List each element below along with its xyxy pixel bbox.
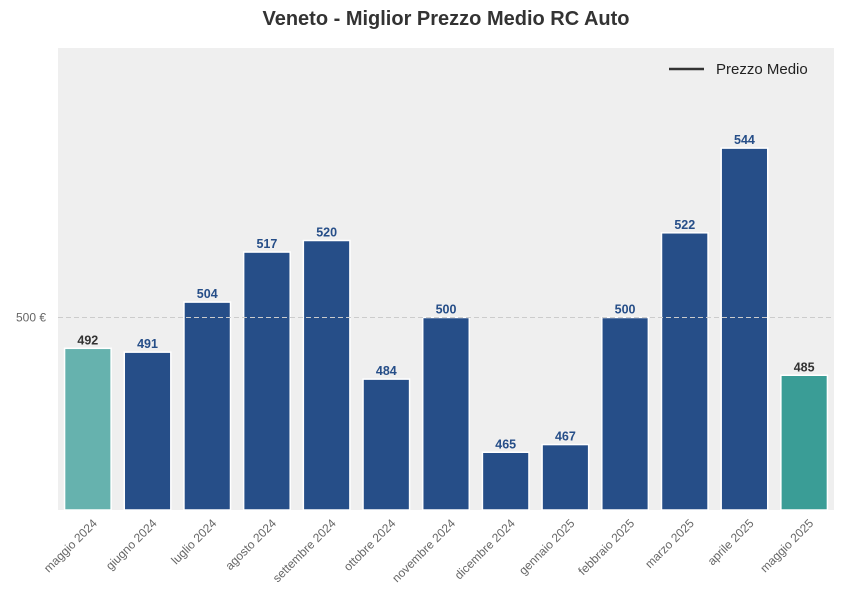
value-label-4: 520	[316, 226, 337, 240]
value-label-10: 522	[674, 218, 695, 232]
x-tick-label-1: giugno 2024	[103, 516, 160, 573]
chart-title: Veneto - Miglior Prezzo Medio RC Auto	[262, 8, 629, 30]
x-tick-label-0: maggio 2024	[41, 516, 100, 575]
y-axis-ticks: 500 €	[16, 311, 46, 325]
x-tick-label-12: maggio 2025	[757, 516, 816, 575]
legend-entry-prezzo-medio: Prezzo Medio	[716, 61, 808, 78]
bar-8	[541, 443, 590, 511]
value-label-1: 491	[137, 337, 158, 351]
value-label-6: 500	[436, 303, 457, 317]
x-tick-label-11: aprile 2025	[705, 516, 757, 568]
bar-3	[242, 251, 291, 511]
bar-5	[362, 378, 411, 511]
x-tick-label-2: luglio 2024	[168, 516, 219, 567]
value-labels-group: 492 491 504 517 520 484 500 465 467 500 522 544 485	[77, 133, 814, 451]
x-tick-label-4: settembre 2024	[270, 516, 339, 585]
bar-11	[720, 147, 769, 511]
bar-4	[302, 239, 351, 511]
legend: Prezzo Medio	[669, 61, 808, 78]
value-label-11: 544	[734, 133, 755, 147]
value-label-12: 485	[794, 360, 815, 374]
bars-group	[63, 147, 829, 511]
x-tick-label-7: dicembre 2024	[452, 516, 518, 582]
bar-0	[63, 347, 112, 511]
bar-10	[660, 232, 709, 511]
x-tick-label-10: marzo 2025	[642, 516, 697, 571]
x-tick-label-9: febbraio 2025	[575, 516, 637, 578]
x-axis-ticks: maggio 2024 giugno 2024 luglio 2024 agosto …	[41, 516, 816, 585]
value-label-0: 492	[77, 333, 98, 347]
bar-2	[183, 301, 232, 511]
x-tick-label-6: novembre 2024	[389, 516, 458, 585]
value-label-3: 517	[256, 237, 277, 251]
value-label-9: 500	[615, 303, 636, 317]
value-label-8: 467	[555, 430, 576, 444]
x-tick-label-8: gennaio 2025	[516, 516, 578, 578]
value-label-2: 504	[197, 287, 218, 301]
y-tick-label-0: 500 €	[16, 311, 46, 325]
value-label-7: 465	[495, 437, 516, 451]
bar-7	[481, 451, 530, 511]
bar-1	[123, 351, 172, 511]
bar-6	[421, 316, 471, 511]
bar-12	[780, 374, 829, 511]
bar-9	[601, 316, 650, 511]
x-tick-label-5: ottobre 2024	[341, 516, 399, 574]
value-label-5: 484	[376, 364, 397, 378]
x-tick-label-3: agosto 2024	[222, 516, 279, 573]
